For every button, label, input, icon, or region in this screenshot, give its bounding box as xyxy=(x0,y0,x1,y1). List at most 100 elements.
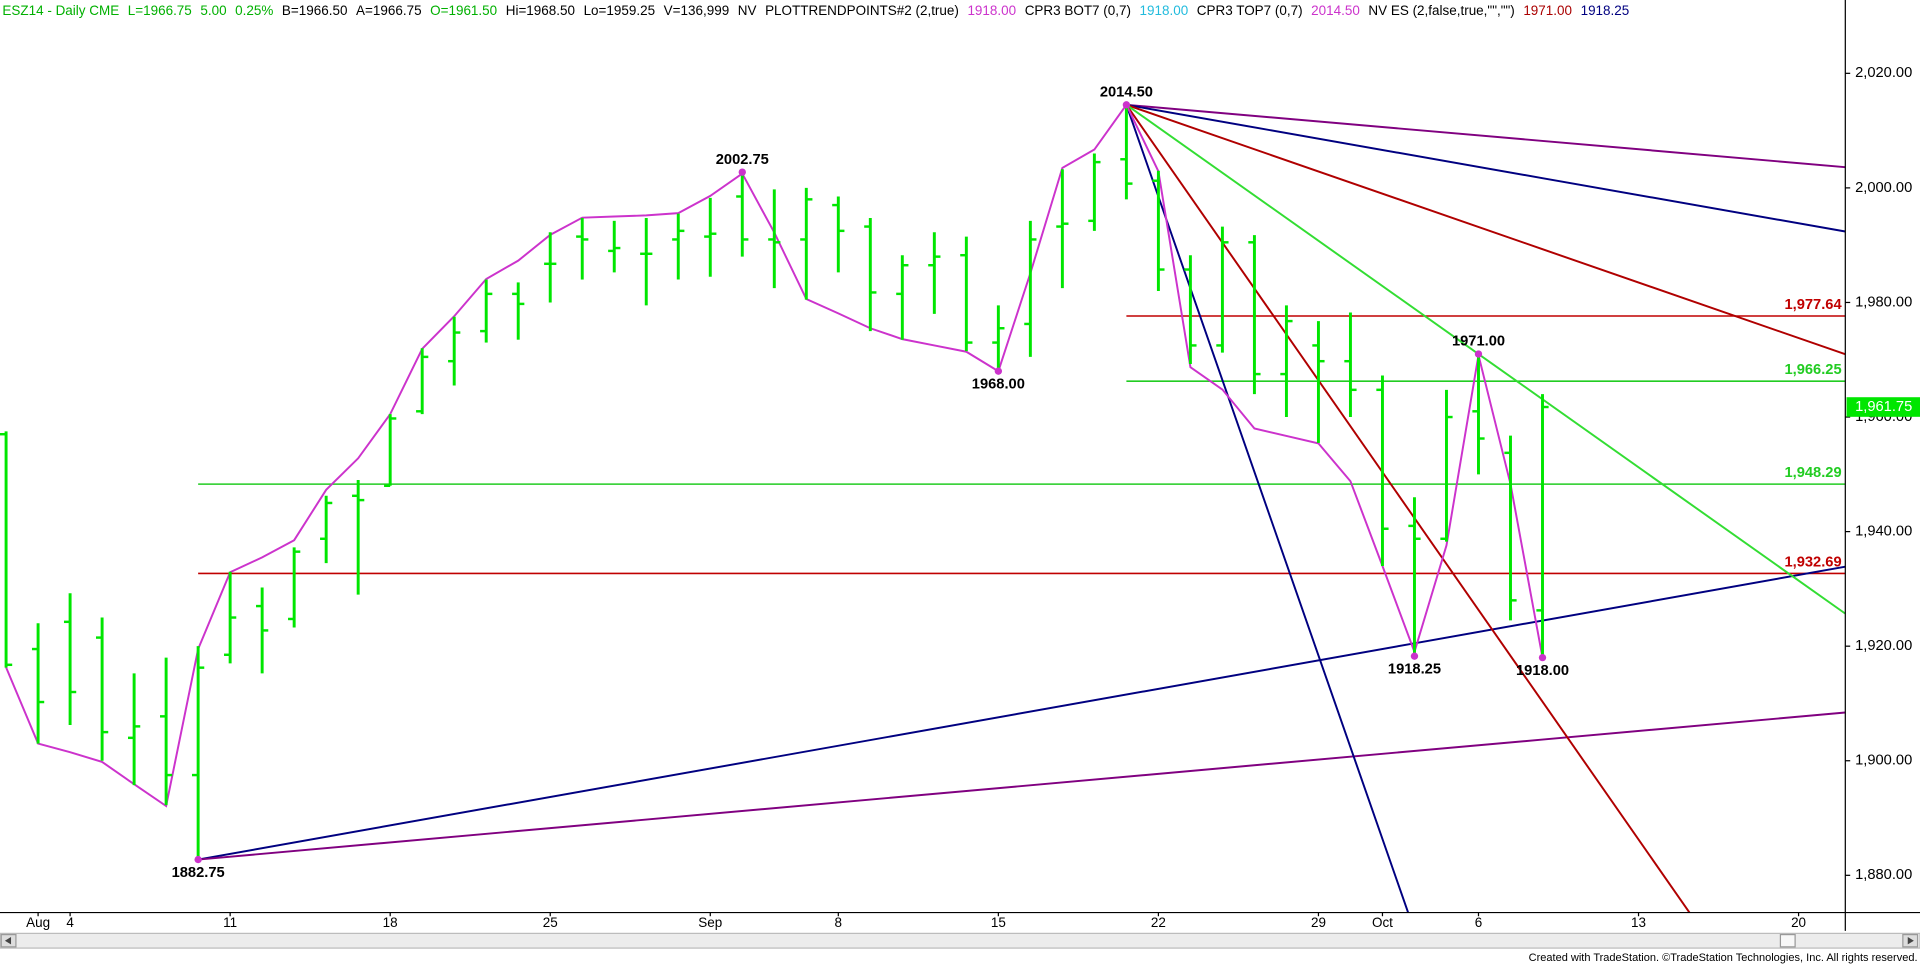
ohlc-bar xyxy=(1344,312,1357,418)
x-tick-label: 29 xyxy=(1311,915,1326,930)
x-tick-label: 4 xyxy=(66,915,74,930)
ohlc-bar xyxy=(896,255,909,340)
last-price-box xyxy=(1846,397,1920,417)
trendline xyxy=(1125,104,1410,913)
y-tick-label: 1,880.00 xyxy=(1855,867,1912,883)
last-price-label: 1,961.75 xyxy=(1855,399,1912,415)
ohlc-bar xyxy=(928,232,941,314)
ohlc-bar xyxy=(1120,104,1133,200)
y-tick-label: 2,000.00 xyxy=(1855,180,1912,196)
ohlc-bar xyxy=(1472,354,1485,475)
ohlc-bar xyxy=(768,189,781,289)
x-tick-label: 8 xyxy=(835,915,842,930)
level-label: 1,932.69 xyxy=(1784,554,1841,570)
ohlc-bar xyxy=(1440,389,1453,542)
x-tick-label: Oct xyxy=(1372,915,1393,930)
header-item: A=1966.75 xyxy=(356,3,422,18)
trendline xyxy=(1125,104,1691,913)
header: ESZ14 - Daily CME L=1966.75 5.00 0.25% B=196… xyxy=(2,3,1629,18)
ohlc-bar xyxy=(0,431,13,668)
scroll-thumb[interactable] xyxy=(1779,933,1796,948)
trendline xyxy=(1126,103,1846,356)
header-item: 0.25% xyxy=(235,3,273,18)
header-item: 1971.00 xyxy=(1523,3,1572,18)
arrow-icon xyxy=(4,937,12,945)
ohlc-bar xyxy=(160,657,173,806)
y-tick-label: 2,020.00 xyxy=(1855,65,1912,81)
header-item: NV ES (2,false,true,"","") xyxy=(1368,3,1514,18)
ohlc-bar xyxy=(704,197,717,277)
ohlc-bar xyxy=(1056,169,1069,289)
pivot-label: 1882.75 xyxy=(172,865,225,881)
ohlc-bar xyxy=(576,217,589,280)
ohlc-bar xyxy=(448,316,461,386)
pivot-label: 1918.00 xyxy=(1516,663,1569,679)
ohlc-bar xyxy=(224,571,237,664)
pivot-dot xyxy=(1410,652,1419,660)
pivot-dot xyxy=(1474,350,1483,358)
ohlc-bar xyxy=(1376,375,1389,566)
pivot-dot xyxy=(1122,101,1131,109)
ohlc-bar xyxy=(800,187,813,300)
x-tick-label: 6 xyxy=(1475,915,1482,930)
level-label: 1,948.29 xyxy=(1784,465,1841,481)
ohlc-bar xyxy=(1408,497,1421,657)
ohlc-bar xyxy=(1248,235,1261,395)
ohlc-bar xyxy=(672,213,685,280)
x-tick-label: Aug xyxy=(26,915,50,930)
ohlc-bar xyxy=(416,348,429,415)
ohlc-bar xyxy=(192,646,205,860)
header-item: 1918.00 xyxy=(1140,3,1189,18)
ohlc-bar xyxy=(127,673,141,786)
x-tick-label: Sep xyxy=(698,915,722,930)
ohlc-bar xyxy=(608,220,621,273)
header-item: 1918.00 xyxy=(967,3,1016,18)
scroll-track[interactable] xyxy=(0,932,1920,949)
pivot-label: 1968.00 xyxy=(972,377,1025,393)
ohlc-bar xyxy=(1536,394,1549,658)
footer: Created with TradeStation. ©TradeStation… xyxy=(1529,952,1918,964)
pivot-label: 1918.25 xyxy=(1388,662,1441,678)
x-tick-label: 15 xyxy=(991,915,1006,930)
ohlc-bar xyxy=(1280,305,1293,418)
scrollbar[interactable] xyxy=(0,932,1920,949)
y-tick-label: 1,980.00 xyxy=(1855,294,1912,310)
pivot-dot xyxy=(194,855,202,864)
header-item: 1918.25 xyxy=(1581,3,1630,18)
ohlc-bar xyxy=(1504,435,1517,621)
ohlc-bar xyxy=(256,587,269,674)
trendline xyxy=(1126,103,1846,169)
header-item: 2014.50 xyxy=(1311,3,1360,18)
header-item: NV xyxy=(738,3,757,18)
ohlc-bar xyxy=(63,593,77,725)
x-tick-label: 11 xyxy=(223,915,237,930)
header-item: PLOTTRENDPOINTS#2 (2,true) xyxy=(765,3,959,18)
trendline xyxy=(198,711,1846,861)
header-item: 5.00 xyxy=(200,3,226,18)
ohlc-bar xyxy=(736,172,749,257)
pivot-label: 2002.75 xyxy=(716,152,769,168)
pivot-label: 1971.00 xyxy=(1452,334,1505,350)
ohlc-bar xyxy=(512,282,525,340)
ohlc-bar xyxy=(384,414,397,488)
y-tick-label: 1,940.00 xyxy=(1855,523,1912,539)
y-tick-label: 1,900.00 xyxy=(1855,753,1912,769)
ohlc-bar xyxy=(864,217,877,332)
ohlc-bar xyxy=(832,196,845,273)
ohlc-bar xyxy=(480,279,493,343)
header-item: V=136,999 xyxy=(664,3,730,18)
ohlc-bar xyxy=(1312,321,1325,443)
ohlc-bar xyxy=(1184,255,1197,365)
ohlc-bar xyxy=(320,495,333,564)
x-tick-label: 22 xyxy=(1151,915,1166,930)
level-label: 1,977.64 xyxy=(1784,297,1842,313)
ohlc-bar xyxy=(288,547,301,628)
ohlc-bar xyxy=(1216,226,1229,353)
ohlc-bar xyxy=(640,217,653,306)
level-label: 1,966.25 xyxy=(1784,362,1841,378)
header-item: O=1961.50 xyxy=(430,3,497,18)
ohlc-bar xyxy=(992,305,1005,372)
